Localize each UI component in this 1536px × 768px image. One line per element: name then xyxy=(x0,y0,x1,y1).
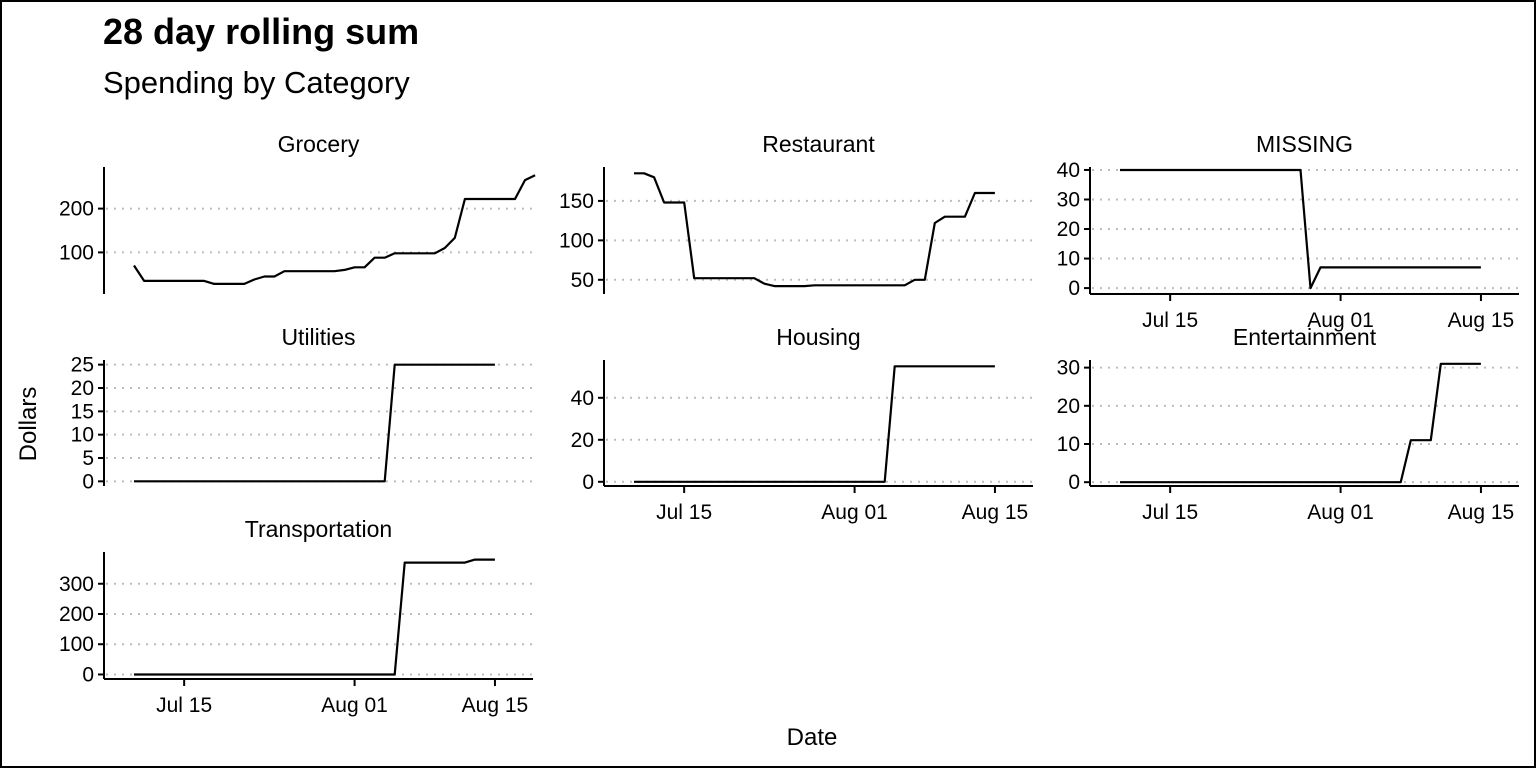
panel-housing: Housing 0 20 40 Jul 15 Aug 01 Aug 15 xyxy=(571,324,1033,524)
y-tick-label-missing-30: 30 xyxy=(1057,188,1080,211)
y-tick-label-entertainment-20: 20 xyxy=(1057,395,1080,418)
strip-label-restaurant: Restaurant xyxy=(762,131,875,157)
y-tick-label-utilities-25: 25 xyxy=(71,354,94,377)
y-tick-label-transportation-200: 200 xyxy=(59,603,94,626)
y-tick-label-utilities-0: 0 xyxy=(82,470,94,493)
y-tick-label-utilities-5: 5 xyxy=(82,447,94,470)
y-tick-label-entertainment-30: 30 xyxy=(1057,357,1080,380)
strip-label-entertainment: Entertainment xyxy=(1233,324,1377,350)
panel-transportation: Transportation 0 100 200 300 Jul 15 Aug 01 Aug … xyxy=(59,516,533,717)
facet-panels: Grocery100200Restaurant50100150MISSING01… xyxy=(59,131,1519,717)
series-line-transportation xyxy=(134,558,495,676)
chart-title: 28 day rolling sum xyxy=(103,11,419,52)
strip-label-grocery: Grocery xyxy=(278,131,360,157)
y-tick-label-entertainment-10: 10 xyxy=(1057,433,1080,456)
series-line-utilities xyxy=(134,363,495,483)
panel-entertainment: Entertainment 0 10 20 30 Jul 15 Aug 01 Aug 15 xyxy=(1057,324,1519,524)
x-tick-label-entertainment-aug-15: Aug 15 xyxy=(1448,501,1515,524)
series-line-housing xyxy=(634,365,995,483)
panel-restaurant: Restaurant 50 100 150 xyxy=(559,131,1033,294)
y-tick-label-transportation-100: 100 xyxy=(59,633,94,656)
strip-label-missing: MISSING xyxy=(1256,131,1353,157)
y-tick-label-housing-20: 20 xyxy=(571,429,594,452)
y-tick-label-missing-0: 0 xyxy=(1068,277,1080,300)
y-tick-label-utilities-15: 15 xyxy=(71,400,94,423)
y-tick-label-housing-0: 0 xyxy=(582,471,594,494)
y-tick-label-transportation-0: 0 xyxy=(82,663,94,686)
y-tick-label-missing-10: 10 xyxy=(1057,248,1080,271)
y-tick-label-restaurant-150: 150 xyxy=(559,190,594,213)
panel-missing: MISSING 0 10 20 30 40 Jul 15 Aug 01 Aug 15 xyxy=(1057,131,1519,332)
y-tick-label-missing-40: 40 xyxy=(1057,159,1080,182)
y-tick-label-entertainment-0: 0 xyxy=(1068,471,1080,494)
y-tick-label-grocery-100: 100 xyxy=(59,241,94,264)
y-tick-label-transportation-300: 300 xyxy=(59,573,94,596)
x-axis-title: Date xyxy=(787,724,838,751)
chart-subtitle: Spending by Category xyxy=(103,65,410,100)
series-line-grocery xyxy=(133,174,536,285)
y-tick-label-utilities-10: 10 xyxy=(71,424,94,447)
series-line-restaurant xyxy=(634,172,995,288)
x-tick-label-transportation-aug-01: Aug 01 xyxy=(321,694,388,717)
x-tick-label-entertainment-aug-01: Aug 01 xyxy=(1307,501,1374,524)
x-tick-label-entertainment-jul-15: Jul 15 xyxy=(1142,501,1198,524)
x-tick-label-missing-jul-15: Jul 15 xyxy=(1142,309,1198,332)
y-tick-label-missing-20: 20 xyxy=(1057,218,1080,241)
x-tick-label-housing-aug-15: Aug 15 xyxy=(962,501,1029,524)
x-tick-label-transportation-aug-15: Aug 15 xyxy=(462,694,529,717)
panel-grocery: Grocery 100 200 xyxy=(59,131,536,294)
y-axis-title: Dollars xyxy=(15,387,42,462)
y-tick-label-restaurant-50: 50 xyxy=(571,269,594,292)
x-tick-label-housing-aug-01: Aug 01 xyxy=(821,501,888,524)
x-tick-label-missing-aug-01: Aug 01 xyxy=(1307,309,1374,332)
series-line-entertainment xyxy=(1120,362,1481,484)
x-tick-label-missing-aug-15: Aug 15 xyxy=(1448,309,1515,332)
y-tick-label-restaurant-100: 100 xyxy=(559,229,594,252)
y-tick-label-grocery-200: 200 xyxy=(59,198,94,221)
strip-label-utilities: Utilities xyxy=(281,324,355,350)
strip-label-transportation: Transportation xyxy=(245,516,392,542)
x-tick-label-housing-jul-15: Jul 15 xyxy=(656,501,712,524)
series-line-missing xyxy=(1120,168,1481,290)
x-tick-label-transportation-jul-15: Jul 15 xyxy=(156,694,212,717)
strip-label-housing: Housing xyxy=(776,324,860,350)
y-tick-label-housing-40: 40 xyxy=(571,387,594,410)
y-tick-label-utilities-20: 20 xyxy=(71,377,94,400)
